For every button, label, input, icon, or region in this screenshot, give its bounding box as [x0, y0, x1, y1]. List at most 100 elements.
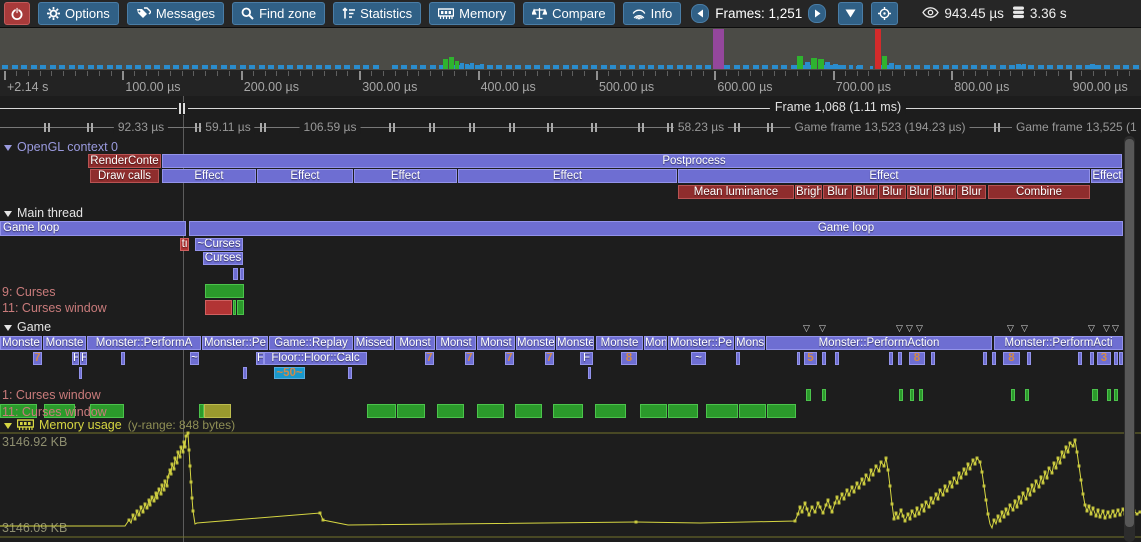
- zone[interactable]: Effect: [257, 169, 353, 183]
- zone[interactable]: [1025, 389, 1029, 401]
- zone[interactable]: Game::Replay: [269, 336, 353, 350]
- game-frame-label[interactable]: 92.33 µs: [113, 120, 169, 134]
- section-header-main-thread[interactable]: Main thread: [2, 206, 83, 220]
- zone[interactable]: [595, 404, 626, 418]
- zone[interactable]: RenderConte: [88, 154, 161, 168]
- frame-time-bar[interactable]: [841, 65, 846, 69]
- zone[interactable]: [205, 284, 244, 298]
- frame-time-bar[interactable]: [480, 64, 484, 69]
- zone[interactable]: [797, 352, 800, 365]
- frame-time-bar[interactable]: [849, 65, 853, 69]
- zone[interactable]: Blur: [907, 185, 932, 199]
- zone[interactable]: [739, 404, 766, 418]
- game-frame-label[interactable]: 58.23 µs: [673, 120, 729, 134]
- zone[interactable]: Monste: [596, 336, 643, 350]
- zone[interactable]: ~: [691, 352, 706, 365]
- zone[interactable]: Blur: [879, 185, 906, 199]
- zone[interactable]: Blur: [957, 185, 986, 199]
- zone[interactable]: [90, 404, 124, 418]
- memory-section-header[interactable]: Memory usage (y-range: 848 bytes): [2, 418, 235, 432]
- section-header-game[interactable]: Game: [2, 320, 51, 334]
- locate-crosshair-button[interactable]: [871, 2, 899, 25]
- collapsed-zone-marker-icon[interactable]: ▽: [1088, 323, 1095, 333]
- game-frame-label[interactable]: Game frame 13,525 (1: [1012, 120, 1141, 134]
- frame-time-bar[interactable]: [811, 58, 817, 69]
- frame-overview-strip[interactable]: [0, 28, 1141, 70]
- frame-time-bar[interactable]: [825, 62, 830, 69]
- messages-button[interactable]: Messages: [126, 2, 225, 25]
- zone[interactable]: Brigh: [795, 185, 822, 199]
- zone[interactable]: [79, 367, 82, 379]
- zone[interactable]: Blur: [823, 185, 852, 199]
- game-frame-label[interactable]: Game frame 13,523 (194.23 µs): [790, 120, 970, 134]
- zone[interactable]: Monste: [0, 336, 42, 350]
- frame-time-bar[interactable]: [475, 65, 479, 69]
- zone[interactable]: [515, 404, 542, 418]
- frame-time-bar[interactable]: [713, 29, 724, 69]
- zone[interactable]: Monst: [477, 336, 515, 350]
- zone[interactable]: [1078, 352, 1082, 365]
- zone[interactable]: [204, 404, 231, 418]
- frame-main-label[interactable]: Frame 1,068 (1.11 ms): [769, 100, 907, 114]
- game-frame-label[interactable]: 59.11 µs: [201, 120, 255, 134]
- zone[interactable]: F: [80, 352, 87, 365]
- zone[interactable]: [1114, 352, 1118, 365]
- zone[interactable]: Blur: [853, 185, 878, 199]
- zone[interactable]: Curses: [203, 252, 243, 265]
- zone[interactable]: ~Curses: [195, 238, 243, 251]
- zone[interactable]: F: [256, 352, 264, 365]
- frame-time-bar[interactable]: [470, 63, 474, 69]
- zone[interactable]: [0, 404, 37, 418]
- collapse-triangle-icon[interactable]: [4, 211, 12, 217]
- find-zone-button[interactable]: Find zone: [232, 2, 326, 25]
- zone[interactable]: 8: [909, 352, 925, 365]
- game-frame-label[interactable]: 106.59 µs: [299, 120, 361, 134]
- frame-time-bar[interactable]: [455, 61, 459, 69]
- zone[interactable]: [706, 404, 738, 418]
- go-to-frame-button[interactable]: [838, 2, 864, 25]
- zone[interactable]: ~50~: [274, 367, 305, 379]
- zone[interactable]: [983, 352, 987, 365]
- zone[interactable]: [1090, 352, 1094, 365]
- frame-time-bar[interactable]: [889, 63, 894, 69]
- collapse-triangle-icon[interactable]: [4, 423, 12, 429]
- zone[interactable]: [1119, 352, 1123, 365]
- zone[interactable]: 3: [1097, 352, 1111, 365]
- zone[interactable]: Missed: [354, 336, 394, 350]
- zone[interactable]: [1107, 389, 1111, 401]
- memory-button[interactable]: Memory: [429, 2, 516, 25]
- section-header-opengl[interactable]: OpenGL context 0: [2, 140, 118, 154]
- zone[interactable]: [588, 367, 591, 379]
- zone[interactable]: [822, 352, 826, 365]
- zone[interactable]: [640, 404, 667, 418]
- frame-time-bar[interactable]: [1028, 65, 1032, 69]
- zone[interactable]: Game loop: [189, 221, 1123, 236]
- zone[interactable]: [237, 300, 244, 315]
- frame-time-bar[interactable]: [856, 66, 860, 69]
- collapse-triangle-icon[interactable]: [4, 145, 12, 151]
- zone[interactable]: Monster::Pe: [202, 336, 268, 350]
- zone[interactable]: Monst: [436, 336, 476, 350]
- zone[interactable]: [199, 404, 204, 418]
- zone[interactable]: Effect: [458, 169, 677, 183]
- zone[interactable]: [348, 367, 352, 379]
- zone[interactable]: [919, 389, 923, 401]
- zone[interactable]: [835, 352, 839, 365]
- power-button[interactable]: [4, 2, 30, 25]
- zone[interactable]: [233, 268, 238, 280]
- zone[interactable]: [1011, 389, 1015, 401]
- zone[interactable]: 7: [545, 352, 554, 365]
- zone[interactable]: [367, 404, 396, 418]
- zone[interactable]: Monste: [516, 336, 555, 350]
- frame-time-bar[interactable]: [443, 59, 448, 69]
- collapsed-zone-marker-icon[interactable]: ▽: [1103, 323, 1110, 333]
- zone[interactable]: F: [72, 352, 79, 365]
- zone[interactable]: 8: [1003, 352, 1020, 365]
- zone[interactable]: [736, 352, 740, 365]
- zone[interactable]: [477, 404, 504, 418]
- prev-frame-button[interactable]: [691, 4, 710, 23]
- zone[interactable]: [889, 352, 893, 365]
- frame-time-bar[interactable]: [797, 56, 803, 69]
- zone[interactable]: Draw calls: [90, 169, 159, 183]
- frame-time-bar[interactable]: [1022, 64, 1026, 69]
